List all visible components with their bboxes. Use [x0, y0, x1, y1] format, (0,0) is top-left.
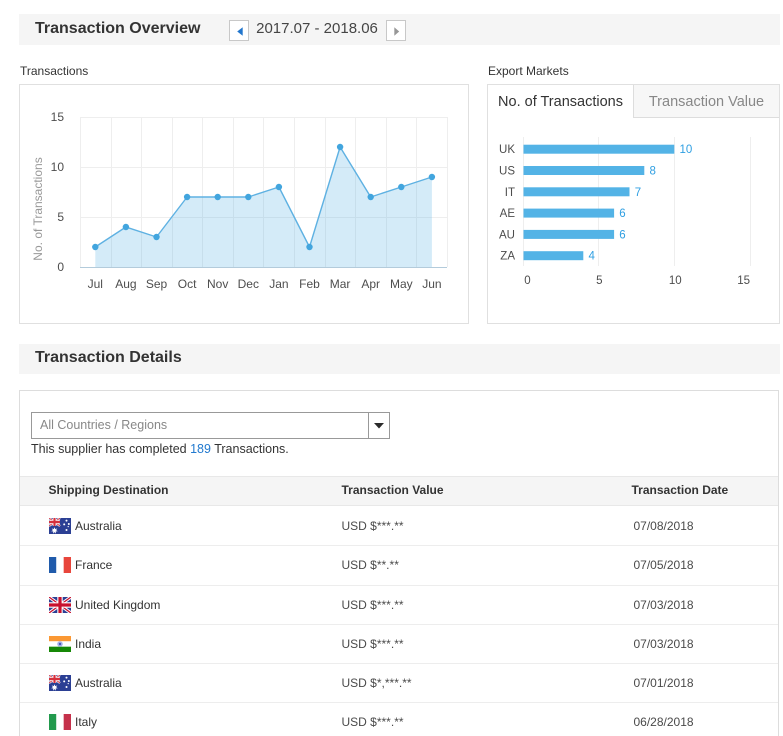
- svg-text:10: 10: [51, 160, 65, 174]
- svg-text:Aug: Aug: [115, 277, 136, 291]
- svg-text:Jun: Jun: [422, 277, 441, 291]
- svg-text:IT: IT: [505, 187, 515, 199]
- svg-text:Nov: Nov: [207, 277, 228, 291]
- svg-text:4: 4: [589, 251, 596, 263]
- svg-text:10: 10: [680, 144, 693, 156]
- svg-text:5: 5: [57, 210, 64, 224]
- svg-text:Jan: Jan: [269, 277, 288, 291]
- svg-text:0: 0: [57, 260, 64, 274]
- svg-text:Jul: Jul: [88, 277, 103, 291]
- svg-text:Oct: Oct: [178, 277, 197, 291]
- svg-text:15: 15: [737, 275, 750, 287]
- svg-text:Apr: Apr: [361, 277, 380, 291]
- svg-text:No. of Transactions: No. of Transactions: [31, 157, 45, 260]
- svg-text:8: 8: [650, 166, 656, 178]
- svg-text:AE: AE: [500, 208, 516, 220]
- svg-text:May: May: [390, 277, 413, 291]
- svg-text:AU: AU: [499, 229, 515, 241]
- svg-text:6: 6: [619, 208, 625, 220]
- svg-text:15: 15: [51, 110, 65, 124]
- svg-text:0: 0: [524, 275, 530, 287]
- svg-text:7: 7: [635, 187, 641, 199]
- svg-text:Dec: Dec: [238, 277, 259, 291]
- svg-text:ZA: ZA: [500, 251, 515, 263]
- svg-text:Mar: Mar: [330, 277, 351, 291]
- svg-text:6: 6: [619, 229, 625, 241]
- svg-text:Sep: Sep: [146, 277, 168, 291]
- svg-text:5: 5: [596, 275, 602, 287]
- svg-text:US: US: [499, 166, 515, 178]
- svg-text:10: 10: [669, 275, 682, 287]
- svg-text:UK: UK: [499, 144, 515, 156]
- svg-text:Feb: Feb: [299, 277, 320, 291]
